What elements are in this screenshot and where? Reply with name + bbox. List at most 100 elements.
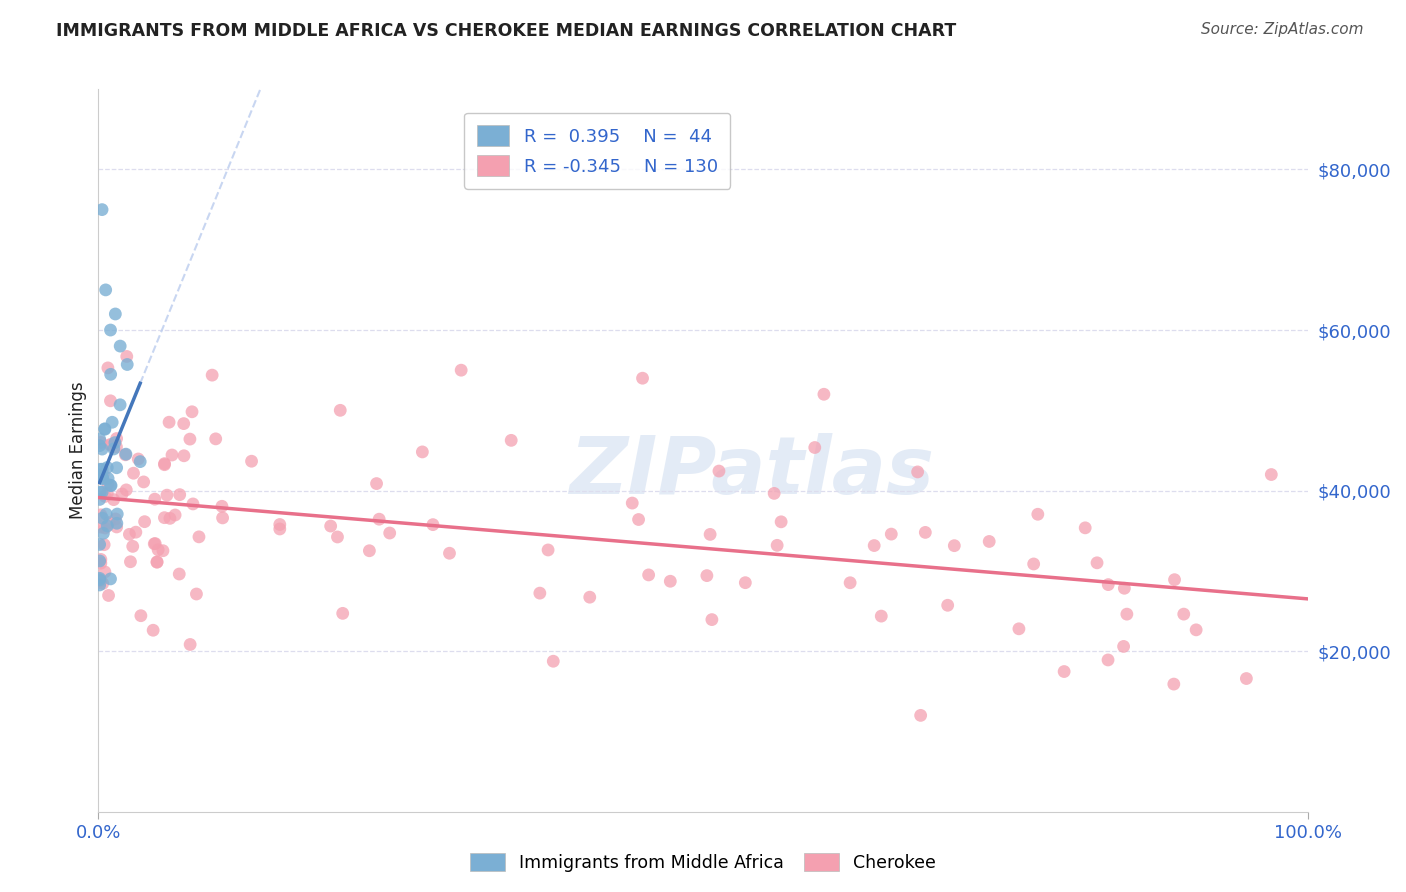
Point	[100, 478, 122, 492]
Point	[1022, 557, 1045, 571]
Point	[125, 525, 148, 540]
Point	[132, 475, 155, 489]
Point	[1097, 653, 1119, 667]
Point	[378, 526, 401, 541]
Point	[105, 507, 128, 521]
Point	[165, 508, 187, 522]
Point	[839, 575, 862, 590]
Point	[319, 519, 342, 533]
Point	[734, 575, 756, 590]
Point	[1185, 623, 1208, 637]
Point	[91, 202, 114, 217]
Point	[96, 507, 118, 521]
Point	[94, 422, 117, 436]
Point	[631, 371, 654, 385]
Point	[269, 522, 291, 536]
Text: ZIPatlas: ZIPatlas	[569, 434, 934, 511]
Point	[97, 471, 120, 485]
Point	[115, 350, 138, 364]
Point	[1026, 508, 1049, 522]
Point	[91, 472, 114, 486]
Text: Source: ZipAtlas.com: Source: ZipAtlas.com	[1201, 22, 1364, 37]
Point	[1008, 622, 1031, 636]
Point	[90, 508, 112, 522]
Point	[179, 638, 201, 652]
Point	[863, 539, 886, 553]
Point	[1163, 677, 1185, 691]
Point	[450, 363, 472, 377]
Point	[129, 608, 152, 623]
Point	[204, 432, 226, 446]
Point	[105, 460, 128, 475]
Point	[89, 468, 111, 483]
Point	[115, 358, 138, 372]
Point	[411, 445, 433, 459]
Point	[96, 486, 118, 500]
Point	[108, 339, 131, 353]
Point	[621, 496, 644, 510]
Point	[156, 488, 179, 502]
Point	[104, 307, 127, 321]
Point	[120, 555, 142, 569]
Point	[94, 283, 117, 297]
Point	[700, 613, 723, 627]
Point	[1115, 607, 1137, 621]
Point	[114, 448, 136, 462]
Point	[368, 512, 391, 526]
Point	[766, 538, 789, 552]
Point	[103, 442, 125, 456]
Text: IMMIGRANTS FROM MIDDLE AFRICA VS CHEROKEE MEDIAN EARNINGS CORRELATION CHART: IMMIGRANTS FROM MIDDLE AFRICA VS CHEROKE…	[56, 22, 956, 40]
Point	[105, 516, 128, 531]
Point	[100, 437, 122, 451]
Point	[803, 441, 825, 455]
Point	[201, 368, 224, 383]
Point	[1085, 556, 1108, 570]
Point	[157, 415, 180, 429]
Point	[90, 574, 112, 588]
Point	[240, 454, 263, 468]
Legend: Immigrants from Middle Africa, Cherokee: Immigrants from Middle Africa, Cherokee	[463, 847, 943, 879]
Point	[543, 654, 565, 668]
Point	[910, 708, 932, 723]
Point	[537, 543, 560, 558]
Point	[153, 510, 176, 524]
Point	[100, 323, 122, 337]
Point	[1260, 467, 1282, 482]
Point	[118, 527, 141, 541]
Point	[186, 587, 208, 601]
Point	[89, 439, 111, 453]
Point	[104, 435, 127, 450]
Point	[914, 525, 936, 540]
Point	[103, 492, 125, 507]
Point	[707, 464, 730, 478]
Point	[1173, 607, 1195, 621]
Point	[105, 432, 128, 446]
Point	[115, 447, 138, 461]
Point	[152, 543, 174, 558]
Point	[936, 599, 959, 613]
Point	[659, 574, 682, 589]
Point	[93, 526, 115, 541]
Point	[770, 515, 793, 529]
Point	[181, 405, 204, 419]
Point	[91, 467, 114, 482]
Point	[100, 572, 122, 586]
Point	[422, 517, 444, 532]
Point	[98, 516, 121, 530]
Point	[91, 462, 114, 476]
Point	[1114, 581, 1136, 595]
Point	[105, 440, 128, 454]
Point	[366, 476, 388, 491]
Point	[169, 488, 191, 502]
Point	[101, 415, 124, 429]
Point	[332, 607, 354, 621]
Point	[188, 530, 211, 544]
Point	[91, 442, 114, 456]
Point	[105, 520, 128, 534]
Point	[122, 467, 145, 481]
Point	[143, 537, 166, 551]
Point	[90, 552, 112, 566]
Y-axis label: Median Earnings: Median Earnings	[69, 382, 87, 519]
Point	[94, 565, 117, 579]
Point	[89, 485, 111, 500]
